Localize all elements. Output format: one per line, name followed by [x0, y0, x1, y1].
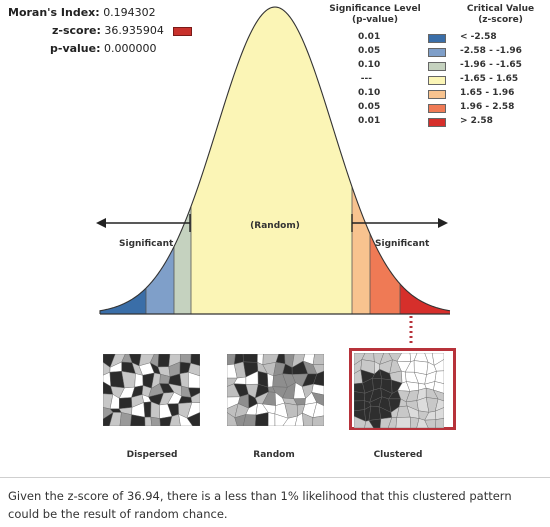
region-dividers [145, 186, 401, 314]
legend-zscore-range: > 2.58 [460, 116, 493, 126]
random-label: (Random) [250, 221, 300, 231]
left-arrow-head [96, 218, 106, 228]
clustered-map [349, 348, 456, 430]
dispersed-pattern-image [102, 353, 201, 427]
critical-value-header: Critical Value (z-score) [458, 4, 543, 26]
statistics-panel: Moran's Index: 0.194302 z-score: 36.9359… [8, 4, 193, 58]
zscore-row: z-score: 36.935904 [8, 22, 193, 40]
legend-zscore-range: < -2.58 [460, 32, 497, 42]
legend-pvalue: 0.01 [358, 32, 381, 42]
legend-color-swatch [428, 104, 446, 113]
morans-index-row: Moran's Index: 0.194302 [8, 4, 192, 22]
legend-pvalue: 0.05 [358, 102, 381, 112]
legend-color-swatch [428, 90, 446, 99]
normal-distribution-diagram: Significant Significant (Random) [96, 6, 451, 346]
significant-left-label: Significant [119, 239, 174, 249]
region-1-65-to-1-96 [352, 7, 370, 314]
legend-zscore-range: -2.58 - -1.96 [460, 46, 522, 56]
zscore-color-swatch [173, 26, 193, 36]
pvalue-label: p-value: [50, 42, 101, 55]
legend-zscore-range: -1.65 - 1.65 [460, 74, 519, 84]
dispersed-map [102, 353, 201, 427]
random-map-label: Random [253, 450, 295, 460]
legend-pvalue: --- [360, 74, 372, 84]
right-arrow-head [438, 218, 448, 228]
pvalue-value: 0.000000 [104, 42, 157, 55]
region-neg-1-96-to-neg-1-65 [174, 7, 191, 314]
legend-zscore-range: 1.96 - 2.58 [460, 102, 515, 112]
legend-color-swatch [428, 34, 446, 43]
significance-level-header: Significance Level (p-value) [320, 4, 430, 26]
random-pattern-image [226, 353, 325, 427]
caption-text: Given the z-score of 36.94, there is a l… [8, 489, 512, 521]
legend-color-swatch [428, 76, 446, 85]
legend-color-swatch [428, 48, 446, 57]
legend-pvalue: 0.01 [358, 116, 381, 126]
clustered-pattern-image [353, 352, 445, 429]
legend-pvalue: 0.10 [358, 88, 381, 98]
legend-color-swatch [428, 118, 446, 127]
legend-zscore-range: -1.96 - -1.65 [460, 60, 522, 70]
legend-pvalue: 0.10 [358, 60, 381, 70]
region-1-96-to-2-58 [370, 7, 400, 314]
zscore-label: z-score: [52, 24, 101, 37]
legend-pvalue: 0.05 [358, 46, 381, 56]
bell-curve-outline [99, 6, 451, 314]
region-above-2-58 [400, 7, 450, 314]
region-below-neg-2-58 [100, 7, 146, 314]
pvalue-row: p-value: 0.000000 [8, 40, 192, 58]
dispersed-label: Dispersed [126, 450, 178, 460]
caption-box: Given the z-score of 36.94, there is a l… [0, 477, 550, 527]
region-random [191, 7, 352, 314]
cv-header-line1: Critical Value [466, 4, 535, 14]
legend-zscore-range: 1.65 - 1.96 [460, 88, 515, 98]
legend-color-swatch [428, 62, 446, 71]
zscore-value: 36.935904 [104, 24, 164, 37]
sig-header-line2: (p-value) [352, 15, 398, 25]
clustered-label: Clustered [373, 450, 423, 460]
random-map [226, 353, 325, 427]
cv-header-line2: (z-score) [478, 15, 523, 25]
sig-header-line1: Significance Level [329, 4, 421, 14]
morans-index-value: 0.194302 [103, 6, 156, 19]
morans-index-label: Moran's Index: [8, 6, 100, 19]
region-neg-2-58-to-neg-1-96 [146, 7, 174, 314]
significant-right-label: Significant [375, 239, 430, 249]
bell-fill-regions [100, 7, 450, 314]
